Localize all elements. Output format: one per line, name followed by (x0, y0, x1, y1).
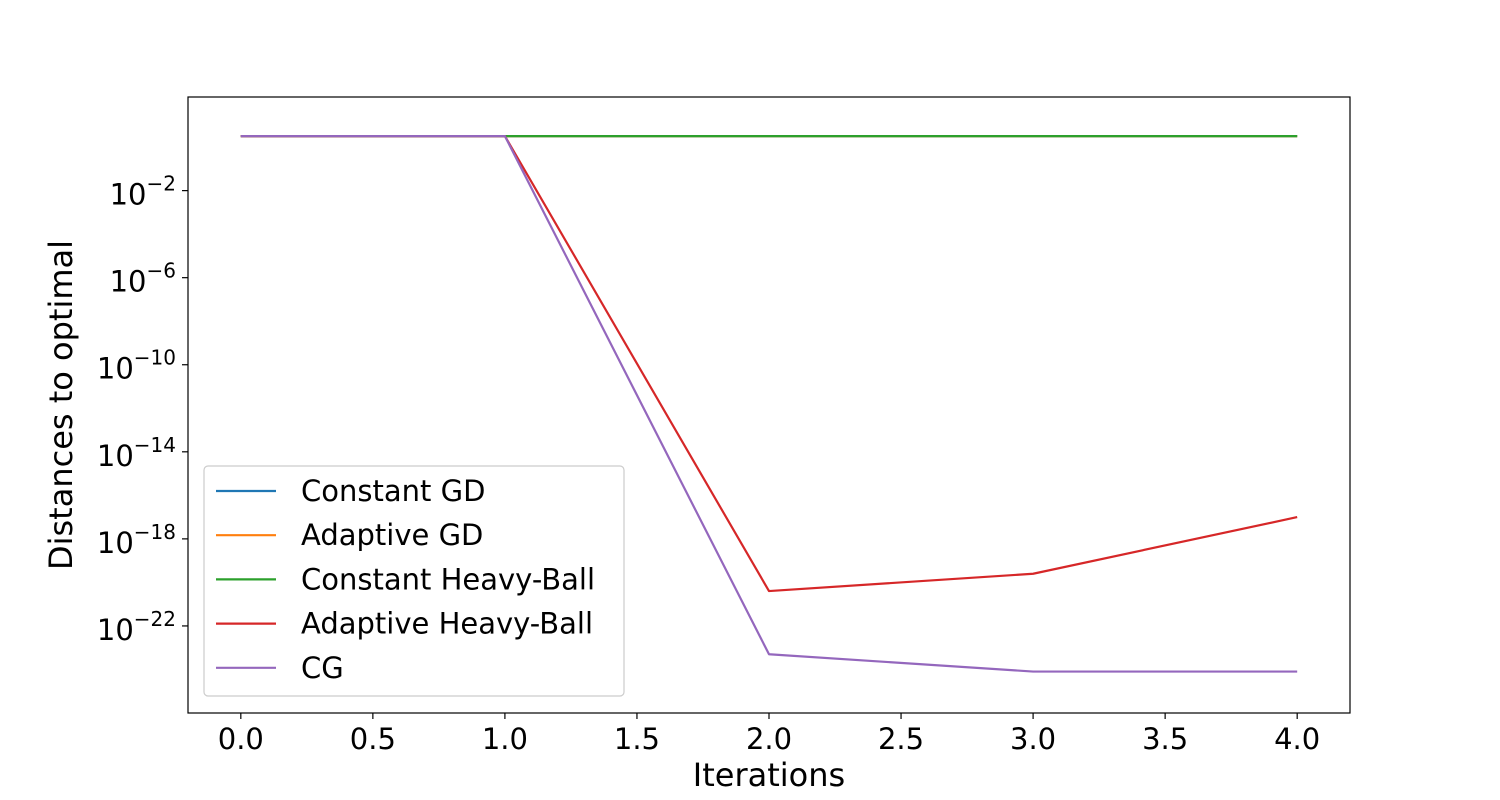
legend: Constant GD Adaptive GD Constant Heavy-Bal… (203, 465, 625, 697)
legend-label-3: Adaptive Heavy-Ball (301, 607, 593, 641)
x-tick-label: 2.0 (746, 722, 792, 756)
legend-box (203, 465, 625, 697)
series-line-4 (240, 134, 1298, 673)
y-tick-label: 10−10 (97, 346, 176, 386)
y-tick-label: 10−2 (110, 172, 176, 212)
y-tick-label: 10−18 (97, 520, 176, 560)
x-tick-label: 1.5 (614, 722, 660, 756)
x-tick-label: 0.5 (350, 722, 396, 756)
y-tick-label: 10−14 (97, 433, 176, 473)
x-tick-label: 1.0 (482, 722, 528, 756)
y-tick-label: 10−6 (110, 259, 176, 299)
x-axis-label: Iterations (693, 756, 845, 794)
x-axis: 0.0 0.5 1.0 1.5 2.0 2.5 3.0 3.5 4.0 (218, 713, 1320, 756)
legend-label-0: Constant GD (301, 474, 485, 508)
y-axis-label: Distances to optimal (42, 240, 80, 570)
y-axis: 10−22 10−18 10−14 10−10 10−6 10−2 (97, 172, 188, 647)
x-tick-label: 4.0 (1274, 722, 1320, 756)
x-tick-label: 3.0 (1010, 722, 1056, 756)
x-tick-label: 2.5 (878, 722, 924, 756)
legend-label-1: Adaptive GD (301, 518, 483, 552)
y-tick-label: 10−22 (97, 607, 176, 647)
legend-label-2: Constant Heavy-Ball (301, 562, 595, 596)
x-tick-label: 3.5 (1142, 722, 1188, 756)
x-tick-label: 0.0 (218, 722, 264, 756)
legend-label-4: CG (301, 651, 344, 685)
series-layer (240, 134, 1298, 673)
